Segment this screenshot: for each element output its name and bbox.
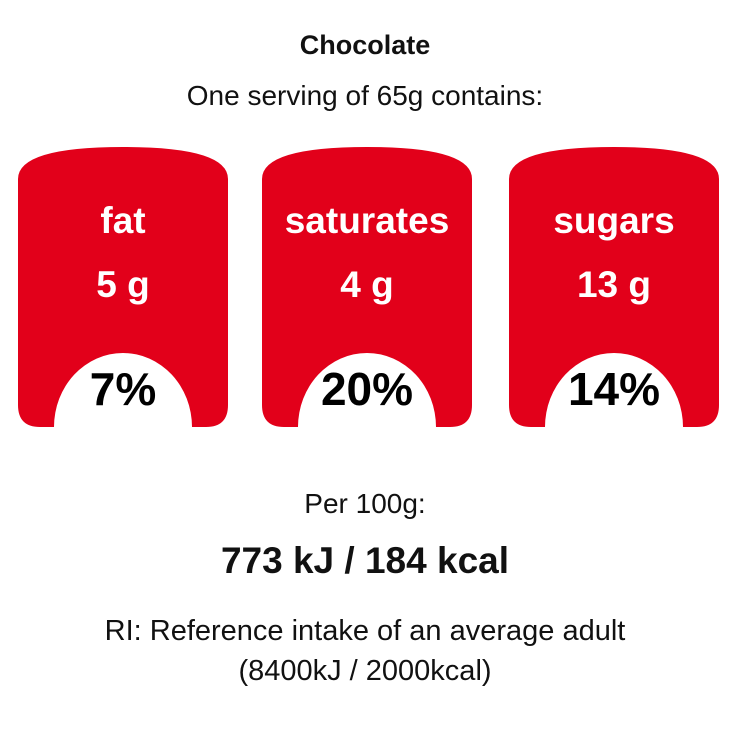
reference-intake-values: (8400kJ / 2000kcal) bbox=[238, 655, 492, 687]
nutrient-name: fat bbox=[100, 200, 146, 241]
serving-description: One serving of 65g contains: bbox=[186, 80, 544, 111]
badge-shape bbox=[509, 147, 719, 427]
reference-intake-note: RI: Reference intake of an average adult bbox=[104, 615, 626, 647]
nutrient-badge-fat: fat 5 g 7% bbox=[18, 147, 228, 427]
nutrient-percent: 20% bbox=[320, 363, 414, 415]
nutrient-badge-sugars: sugars 13 g 14% bbox=[509, 147, 719, 427]
nutrient-percent: 14% bbox=[567, 363, 661, 415]
nutrient-amount: 4 g bbox=[340, 264, 394, 305]
nutrient-name: saturates bbox=[284, 200, 450, 241]
nutrient-name: sugars bbox=[553, 200, 675, 241]
per-100g-label: Per 100g: bbox=[304, 488, 426, 519]
nutrient-amount: 13 g bbox=[576, 264, 652, 305]
energy-value: 773 kJ / 184 kcal bbox=[220, 540, 510, 581]
product-title: Chocolate bbox=[299, 30, 431, 60]
nutrient-amount: 5 g bbox=[96, 264, 150, 305]
badge-shape bbox=[262, 147, 472, 427]
nutrient-badge-saturates: saturates 4 g 20% bbox=[262, 147, 472, 427]
badge-shape bbox=[18, 147, 228, 427]
nutrient-percent: 7% bbox=[89, 363, 157, 415]
